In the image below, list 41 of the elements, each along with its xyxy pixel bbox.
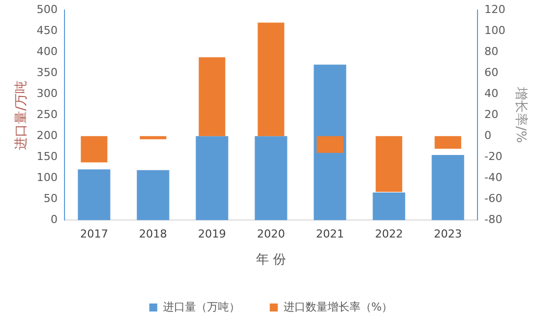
x-axis-title: 年 份 (256, 252, 286, 268)
y2-tick-label: 80 (484, 44, 498, 58)
y2-axis-title: 增长率/% (512, 86, 529, 143)
bar (316, 136, 344, 153)
y-tick-label: 0 (50, 213, 58, 226)
y-tick-label: 300 (36, 86, 58, 100)
x-tick-label: 2022 (374, 228, 403, 241)
y2-tick-label: 60 (484, 66, 498, 79)
y2-tick-label: 0 (484, 128, 492, 142)
y2-tick-label: 120 (484, 2, 506, 16)
y2-tick-label: -60 (484, 192, 502, 206)
y2-tick-label: 20 (484, 108, 498, 121)
y-tick-label: 350 (36, 66, 58, 79)
bar (432, 155, 464, 220)
y-tick-label: 500 (36, 2, 58, 16)
x-tick-label: 2017 (80, 228, 108, 241)
bar (136, 170, 170, 220)
y2-tick-label: 40 (484, 86, 498, 100)
bar (434, 136, 462, 149)
y2-tick-label: 100 (484, 24, 506, 37)
bar (78, 169, 110, 220)
y-tick-label: 100 (36, 171, 58, 184)
x-tick-label: 2020 (257, 228, 285, 241)
legend-label: 进口数量增长率（%） (283, 300, 393, 314)
y-tick-label: 450 (36, 24, 58, 37)
bar (140, 136, 166, 140)
x-tick-label: 2021 (316, 228, 344, 241)
y-tick-label: 250 (36, 108, 58, 121)
x-tick-label: 2023 (434, 228, 462, 241)
y2-tick-label: -20 (484, 150, 502, 163)
y2-tick-label: -80 (484, 213, 502, 226)
bar (80, 136, 108, 162)
y-axis-title: 进口量/万吨 (14, 80, 30, 150)
x-tick-label: 2018 (139, 228, 168, 241)
legend-label: 进口量（万吨） (162, 300, 240, 314)
y2-tick-label: -40 (484, 171, 502, 184)
y-tick-label: 400 (36, 44, 58, 58)
y-tick-label: 200 (36, 128, 58, 142)
x-tick-label: 2019 (198, 228, 226, 241)
y-tick-label: 150 (36, 150, 58, 163)
y-tick-label: 50 (44, 192, 58, 206)
